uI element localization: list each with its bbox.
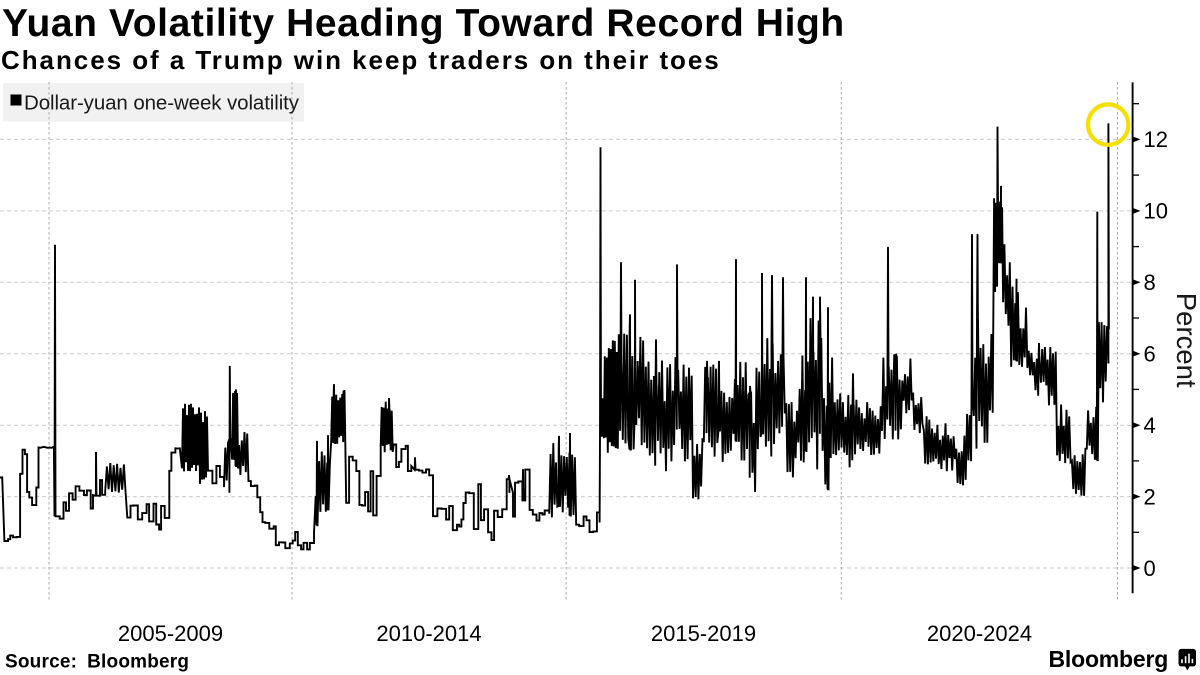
svg-text:2015-2019: 2015-2019: [651, 621, 756, 646]
svg-text:2: 2: [1144, 484, 1156, 509]
svg-text:Dollar-yuan one-week volatilit: Dollar-yuan one-week volatility: [24, 92, 300, 115]
svg-text:2005-2009: 2005-2009: [118, 621, 223, 646]
svg-text:2010-2014: 2010-2014: [376, 621, 481, 646]
svg-text:12: 12: [1144, 127, 1168, 152]
svg-text:Source: Bloomberg: Source: Bloomberg: [5, 652, 189, 673]
svg-text:2020-2024: 2020-2024: [927, 621, 1032, 646]
svg-text:0: 0: [1144, 556, 1156, 581]
svg-text:6: 6: [1144, 342, 1156, 367]
svg-text:8: 8: [1144, 270, 1156, 295]
svg-text:Bloomberg: Bloomberg: [1049, 646, 1169, 672]
svg-text:10: 10: [1144, 199, 1168, 224]
svg-text:4: 4: [1144, 413, 1156, 438]
svg-text:Percent: Percent: [1171, 293, 1200, 388]
